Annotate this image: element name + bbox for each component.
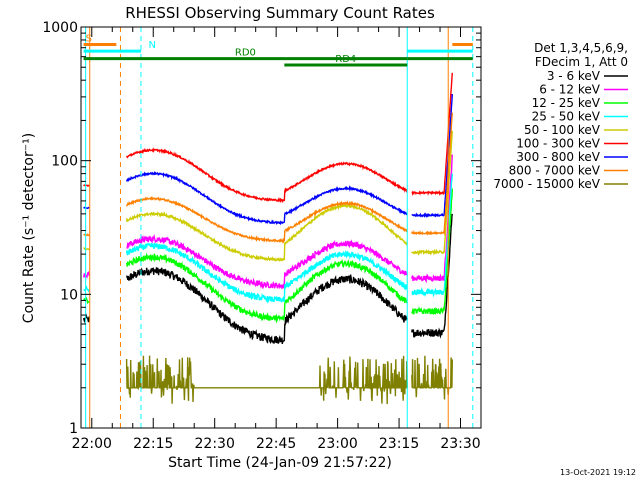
series-line-0-0 — [82, 313, 90, 324]
y-tick-label-2: 100 — [51, 154, 78, 170]
x-tick-label-0: 22:00 — [72, 436, 112, 452]
series-line-8-0 — [125, 355, 408, 405]
x-tick-label-2: 22:30 — [195, 436, 235, 452]
x-axis: 22:00 22:15 22:30 22:45 23:00 23:15 23:30 — [72, 27, 482, 452]
x-tick-label-3: 22:45 — [256, 436, 296, 452]
y-tick-label-3: 1000 — [42, 20, 78, 36]
series-line-6-0 — [83, 206, 90, 210]
series-line-4-1 — [125, 201, 408, 262]
series-line-0-1 — [125, 266, 408, 345]
plot-frame — [80, 26, 482, 429]
timestamp: 13-Oct-2021 19:12 — [560, 468, 636, 477]
series-0 — [82, 213, 453, 345]
y-tick-label-1: 10 — [60, 287, 78, 303]
series-5 — [83, 72, 453, 204]
y-axis: 1 10 100 1000 — [42, 20, 481, 437]
series-1 — [82, 154, 453, 290]
legend: Det 1,3,4,5,6,9,FDecim 1, Att 03 - 6 keV… — [493, 41, 628, 191]
series-line-3-2 — [411, 173, 453, 298]
plot-area: S N RD0 RD4 — [82, 27, 474, 428]
series-line-2-1 — [125, 252, 408, 324]
legend-header-1: FDecim 1, Att 0 — [535, 55, 628, 69]
series-3 — [83, 173, 453, 304]
series-8 — [125, 355, 453, 405]
series-line-1-1 — [126, 233, 408, 290]
series-line-3-0 — [83, 285, 90, 293]
series-line-5-2 — [411, 72, 453, 197]
flag-label-2: N — [149, 40, 156, 51]
series-line-4-2 — [411, 130, 453, 256]
series-line-7-2 — [411, 112, 453, 236]
series-7 — [83, 112, 453, 244]
legend-label-0: 3 - 6 keV — [547, 69, 601, 83]
series-line-5-1 — [125, 146, 408, 204]
x-axis-label: Start Time (24-Jan-09 21:57:22) — [168, 455, 392, 471]
series-line-0-2 — [411, 213, 453, 339]
series-2 — [82, 188, 453, 324]
series-4 — [83, 130, 453, 262]
legend-label-8: 7000 - 15000 keV — [493, 177, 600, 191]
x-tick-label-1: 22:15 — [133, 436, 173, 452]
series-line-1-0 — [82, 271, 90, 279]
legend-label-5: 100 - 300 keV — [516, 137, 600, 151]
x-tick-label-6: 23:30 — [440, 436, 480, 452]
series-6 — [83, 93, 453, 226]
series-line-6-1 — [125, 170, 408, 226]
series-line-8-1 — [411, 355, 453, 400]
series-line-7-0 — [83, 233, 90, 237]
legend-label-7: 800 - 7000 keV — [509, 164, 601, 178]
x-tick-label-4: 23:00 — [317, 436, 357, 452]
flag-label-0: S — [86, 33, 92, 44]
series-line-1-2 — [411, 154, 453, 284]
legend-label-3: 25 - 50 keV — [532, 110, 601, 124]
series-line-2-2 — [411, 188, 453, 316]
y-axis-label: Count Rate (s⁻¹ detector⁻¹) — [21, 133, 37, 323]
legend-label-4: 50 - 100 keV — [524, 123, 601, 137]
legend-header-0: Det 1,3,4,5,6,9, — [534, 41, 628, 55]
flag-label-4: RD0 — [235, 48, 256, 59]
chart-title: RHESSI Observing Summary Count Rates — [125, 4, 435, 22]
series-line-3-1 — [125, 242, 408, 304]
legend-label-2: 12 - 25 keV — [532, 96, 601, 110]
series-line-7-1 — [125, 195, 408, 244]
y-tick-label-0: 1 — [69, 421, 78, 437]
series-line-4-0 — [83, 247, 90, 251]
legend-label-1: 6 - 12 keV — [539, 83, 601, 97]
flag-label-6: RD4 — [335, 54, 356, 65]
x-tick-label-5: 23:15 — [379, 436, 419, 452]
series-line-5-0 — [83, 184, 90, 187]
legend-label-6: 300 - 800 keV — [516, 150, 600, 164]
series-line-6-2 — [411, 93, 453, 219]
series-line-2-0 — [82, 296, 90, 305]
